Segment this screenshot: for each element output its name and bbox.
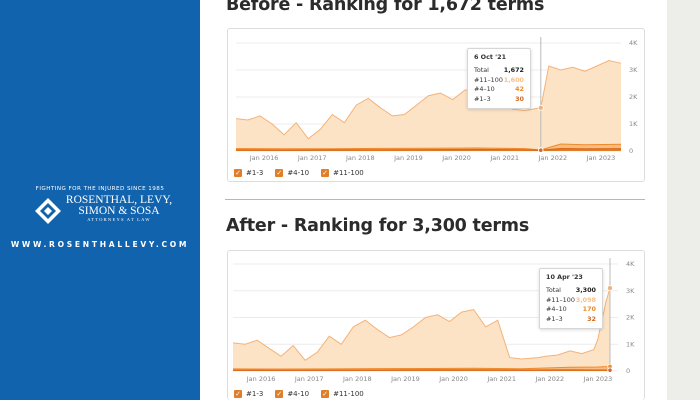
after-heading: After - Ranking for 3,300 terms bbox=[226, 216, 530, 236]
right-margin bbox=[667, 0, 700, 400]
y-tick-label: 1K bbox=[626, 340, 635, 348]
x-tick-label: Jan 2021 bbox=[486, 375, 516, 383]
y-tick-label: 0 bbox=[629, 147, 633, 155]
legend-item-4-10[interactable]: ✓ #4-10 bbox=[275, 390, 309, 398]
tooltip-date: 10 Apr '23 bbox=[546, 273, 583, 281]
tooltip-value: 3,300 bbox=[575, 286, 596, 294]
legend-item-1-3[interactable]: ✓ #1-3 bbox=[234, 169, 263, 177]
legend-label: #1-3 bbox=[246, 169, 264, 177]
before-tooltip: 6 Oct '21 Total 1,672 #11–100 1,600 #4–10 4… bbox=[467, 48, 531, 109]
tooltip-label: #1–3 bbox=[546, 314, 563, 323]
x-tick-label: Jan 2022 bbox=[538, 154, 568, 162]
checkbox-icon[interactable]: ✓ bbox=[321, 169, 330, 177]
y-tick-label: 4K bbox=[629, 39, 638, 47]
tooltip-value: 170 bbox=[582, 305, 596, 313]
after-legend: ✓ #1-3 ✓ #4-10 ✓ #11-100 bbox=[234, 390, 364, 398]
tooltip-value: 42 bbox=[515, 85, 524, 93]
legend-item-4-10[interactable]: ✓ #4-10 bbox=[275, 169, 309, 177]
checkbox-icon[interactable]: ✓ bbox=[275, 390, 284, 398]
before-legend: ✓ #1-3 ✓ #4-10 ✓ #11-100 bbox=[234, 169, 364, 177]
y-tick-label: 2K bbox=[629, 93, 638, 101]
legend-item-11-100[interactable]: ✓ #11-100 bbox=[321, 169, 364, 177]
tooltip-value: 1,600 bbox=[503, 75, 524, 84]
y-tick-label: 3K bbox=[629, 66, 638, 74]
legend-label: #1-3 bbox=[246, 390, 264, 398]
firm-logo: ROSENTHAL, LEVY, SIMON & SOSA ATTORNEYS … bbox=[34, 195, 174, 235]
hover-marker bbox=[537, 104, 544, 111]
tooltip-value: 30 bbox=[515, 94, 524, 103]
firm-name-line2: SIMON & SOSA bbox=[78, 204, 160, 217]
x-tick-label: Jan 2016 bbox=[246, 375, 276, 383]
hover-marker bbox=[538, 147, 544, 153]
tooltip-value: 3,098 bbox=[575, 295, 596, 304]
checkbox-icon[interactable]: ✓ bbox=[234, 390, 242, 398]
series-area-11-100 bbox=[233, 288, 610, 371]
legend-label: #4-10 bbox=[287, 390, 310, 398]
tooltip-label: #4–10 bbox=[546, 305, 567, 313]
after-chart[interactable]: 0 1K 2K 3K 4K Jan 2016 Jan 2017 Jan 2018 Jan 201… bbox=[228, 251, 646, 387]
after-chart-panel: 0 1K 2K 3K 4K Jan 2016 Jan 2017 Jan 2018 Jan 201… bbox=[227, 250, 645, 400]
website-link[interactable]: WWW.ROSENTHALLEVY.COM bbox=[10, 240, 190, 249]
tooltip-label: #11–100 bbox=[546, 295, 575, 304]
hover-marker bbox=[607, 367, 613, 373]
firm-name: ROSENTHAL, LEVY, SIMON & SOSA ATTORNEYS … bbox=[65, 195, 173, 224]
y-tick-label: 0 bbox=[626, 367, 630, 375]
y-tick-label: 3K bbox=[626, 287, 635, 295]
x-tick-label: Jan 2016 bbox=[249, 154, 279, 162]
hover-marker bbox=[606, 285, 613, 292]
checkbox-icon[interactable]: ✓ bbox=[275, 169, 284, 177]
firm-subtitle: ATTORNEYS AT LAW bbox=[87, 217, 151, 222]
legend-label: #11-100 bbox=[333, 390, 364, 398]
series-line-11-100 bbox=[235, 59, 622, 140]
x-tick-label: Jan 2022 bbox=[535, 375, 565, 383]
series-line-4-10 bbox=[235, 143, 622, 151]
checkbox-icon[interactable]: ✓ bbox=[321, 390, 330, 398]
legend-item-1-3[interactable]: ✓ #1-3 bbox=[234, 390, 263, 398]
x-tick-label: Jan 2023 bbox=[583, 375, 613, 383]
before-chart-panel: 0 1K 2K 3K 4K Jan 2016 Jan 2017 Jan 2018 Jan 201… bbox=[227, 28, 645, 182]
x-tick-label: Jan 2023 bbox=[586, 154, 616, 162]
legend-label: #4-10 bbox=[287, 169, 310, 177]
x-tick-label: Jan 2018 bbox=[342, 375, 372, 383]
tooltip-date: 6 Oct '21 bbox=[474, 53, 507, 61]
y-tick-label: 2K bbox=[626, 314, 635, 322]
firm-name-line1: ROSENTHAL, LEVY, bbox=[65, 194, 173, 206]
after-tooltip: 10 Apr '23 Total 3,300 #11–100 3,098 #4–10… bbox=[539, 268, 603, 329]
series-line-1-3 bbox=[235, 147, 622, 151]
tagline: FIGHTING FOR THE INJURED SINCE 1985 bbox=[35, 186, 165, 192]
series-line-1-3 bbox=[232, 369, 610, 371]
before-heading: Before - Ranking for 1,672 terms bbox=[226, 0, 545, 15]
sidebar: FIGHTING FOR THE INJURED SINCE 1985 ROSE… bbox=[0, 0, 200, 400]
series-line-11-100 bbox=[232, 287, 611, 361]
legend-label: #11-100 bbox=[333, 169, 364, 177]
x-tick-label: Jan 2019 bbox=[393, 154, 423, 162]
x-tick-label: Jan 2019 bbox=[390, 375, 420, 383]
x-tick-label: Jan 2020 bbox=[441, 154, 471, 162]
tooltip-value: 1,672 bbox=[503, 66, 524, 74]
series-area-11-100 bbox=[236, 60, 621, 151]
x-tick-label: Jan 2018 bbox=[345, 154, 375, 162]
x-tick-label: Jan 2017 bbox=[297, 154, 327, 162]
tooltip-label: #11–100 bbox=[474, 75, 503, 84]
x-tick-label: Jan 2020 bbox=[438, 375, 468, 383]
tooltip-value: 32 bbox=[587, 314, 596, 323]
series-line-4-10 bbox=[232, 366, 611, 370]
x-tick-label: Jan 2021 bbox=[489, 154, 519, 162]
x-tick-label: Jan 2017 bbox=[294, 375, 324, 383]
diamond-logo-icon bbox=[35, 198, 61, 224]
tooltip-label: Total bbox=[474, 66, 489, 74]
y-tick-label: 4K bbox=[626, 260, 635, 268]
y-tick-label: 1K bbox=[629, 120, 638, 128]
checkbox-icon[interactable]: ✓ bbox=[234, 169, 242, 177]
tooltip-label: #1–3 bbox=[474, 94, 491, 103]
legend-item-11-100[interactable]: ✓ #11-100 bbox=[321, 390, 364, 398]
tooltip-label: #4–10 bbox=[474, 85, 495, 93]
section-divider bbox=[225, 199, 645, 200]
tooltip-label: Total bbox=[546, 286, 561, 294]
before-chart[interactable]: 0 1K 2K 3K 4K Jan 2016 Jan 2017 Jan 2018 Jan 201… bbox=[228, 29, 646, 167]
